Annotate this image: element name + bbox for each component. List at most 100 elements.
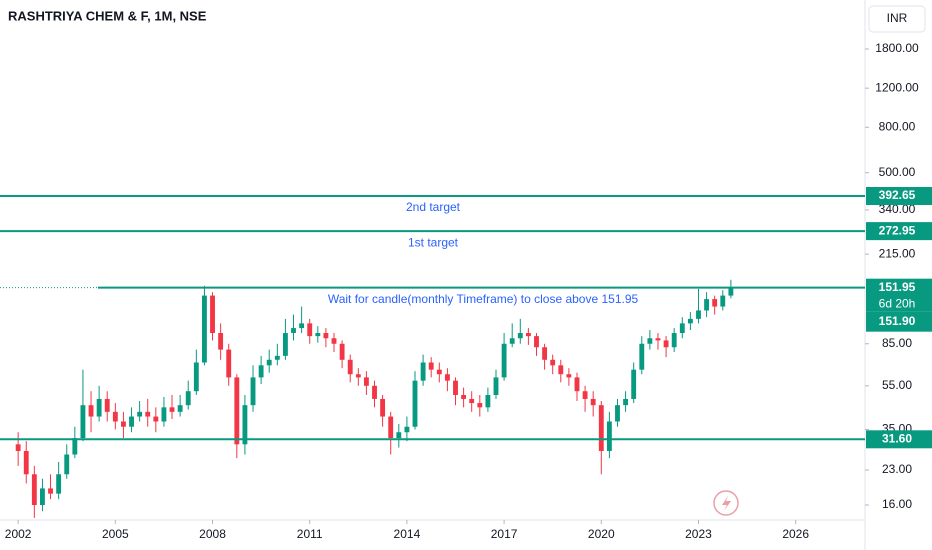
y-tick-label: 55.00	[882, 378, 912, 392]
currency-button[interactable]	[868, 5, 926, 33]
candle-body	[193, 362, 199, 392]
candle-body	[96, 398, 102, 417]
candle-body	[469, 398, 475, 404]
candle-body	[550, 359, 556, 366]
candle-body	[339, 343, 345, 360]
candle-body	[161, 407, 167, 422]
candle-body	[234, 377, 240, 445]
level-label: 31.60	[882, 431, 912, 445]
candle-body	[598, 405, 604, 451]
candle-body	[104, 398, 110, 412]
candle-body	[558, 365, 564, 375]
x-tick-label: 2008	[199, 527, 226, 541]
candle-body	[671, 333, 677, 348]
candle-body	[48, 488, 53, 494]
x-tick-label: 2023	[685, 527, 712, 541]
level-label-box	[866, 278, 932, 297]
y-tick-label: 500.00	[879, 165, 916, 179]
candle-body	[210, 295, 215, 334]
candle-body	[534, 336, 539, 348]
y-tick-label: 16.00	[882, 497, 912, 511]
x-tick-label: 2002	[5, 527, 32, 541]
candle-body	[258, 365, 264, 378]
candle-body	[493, 377, 499, 395]
candle-body	[396, 432, 402, 439]
candle-body	[696, 310, 701, 319]
candle-body	[687, 318, 693, 324]
level-label-box	[866, 430, 932, 449]
candle-body	[291, 328, 296, 334]
candle-body	[590, 398, 596, 406]
candle-body	[615, 405, 620, 422]
y-tick-label: 85.00	[882, 336, 912, 350]
x-tick-label: 2020	[588, 527, 615, 541]
candle-body	[444, 374, 450, 381]
y-tick-label: 1800.00	[875, 41, 919, 55]
last-price-box	[866, 311, 932, 332]
candle-body	[307, 323, 313, 337]
currency-label[interactable]: INR	[887, 11, 908, 25]
y-tick-label: 340.00	[879, 202, 916, 216]
candle-body	[112, 411, 118, 422]
candle-body	[347, 359, 353, 375]
candle-body	[282, 333, 288, 356]
y-tick-label: 23.00	[882, 462, 912, 476]
candle-body	[566, 374, 572, 378]
candle-body	[177, 405, 183, 412]
candle-body	[420, 362, 426, 381]
candle-body	[428, 362, 434, 370]
x-tick-label: 2005	[102, 527, 129, 541]
candle-body	[372, 385, 377, 399]
countdown: 6d 20h	[879, 296, 916, 310]
candle-body	[299, 323, 305, 329]
last-price-label: 151.90	[879, 314, 916, 328]
y-tick-label: 1200.00	[875, 80, 919, 94]
candle-body	[728, 287, 734, 296]
annotation: Wait for candle(monthly Timeframe) to cl…	[328, 292, 639, 306]
candle-body	[40, 488, 45, 506]
candle-body	[250, 377, 256, 406]
candle-body	[274, 355, 280, 360]
annotation: 2nd target	[406, 200, 461, 214]
candle-body	[525, 333, 531, 337]
candle-body	[655, 338, 661, 341]
x-tick-label: 2017	[491, 527, 518, 541]
candle-body	[574, 377, 580, 392]
level-label-box	[866, 222, 932, 241]
candle-body	[453, 380, 458, 395]
candle-body	[80, 405, 86, 439]
candle-body	[64, 454, 70, 475]
y-tick-label: 215.00	[879, 246, 916, 260]
candle-body	[266, 359, 272, 366]
annotation: 1st target	[408, 235, 459, 249]
candle-body	[623, 398, 629, 406]
level-label-box	[866, 187, 932, 206]
candle-body	[436, 369, 442, 375]
candle-body	[363, 377, 369, 386]
x-tick-label: 2014	[394, 527, 421, 541]
candle-body	[388, 416, 394, 439]
candle-body	[23, 450, 29, 475]
candle-body	[153, 416, 159, 422]
level-label: 151.95	[879, 280, 916, 294]
candle-body	[121, 421, 126, 427]
candle-body	[704, 299, 710, 311]
level-label: 272.95	[879, 223, 916, 237]
candle-body	[185, 391, 191, 406]
candle-body	[323, 333, 329, 339]
candle-body	[226, 349, 232, 378]
candle-body	[485, 394, 491, 408]
candle-body	[31, 474, 37, 506]
candle-body	[712, 299, 718, 307]
candle-body	[201, 295, 207, 363]
candle-body	[315, 333, 321, 337]
x-tick-label: 2026	[782, 527, 809, 541]
candle-body	[72, 438, 78, 455]
candle-body	[242, 405, 248, 445]
candle-body	[517, 333, 523, 339]
candle-body	[647, 338, 653, 344]
alert-icon-bolt[interactable]	[722, 496, 731, 511]
candle-body	[639, 343, 645, 370]
candle-body	[663, 340, 669, 348]
